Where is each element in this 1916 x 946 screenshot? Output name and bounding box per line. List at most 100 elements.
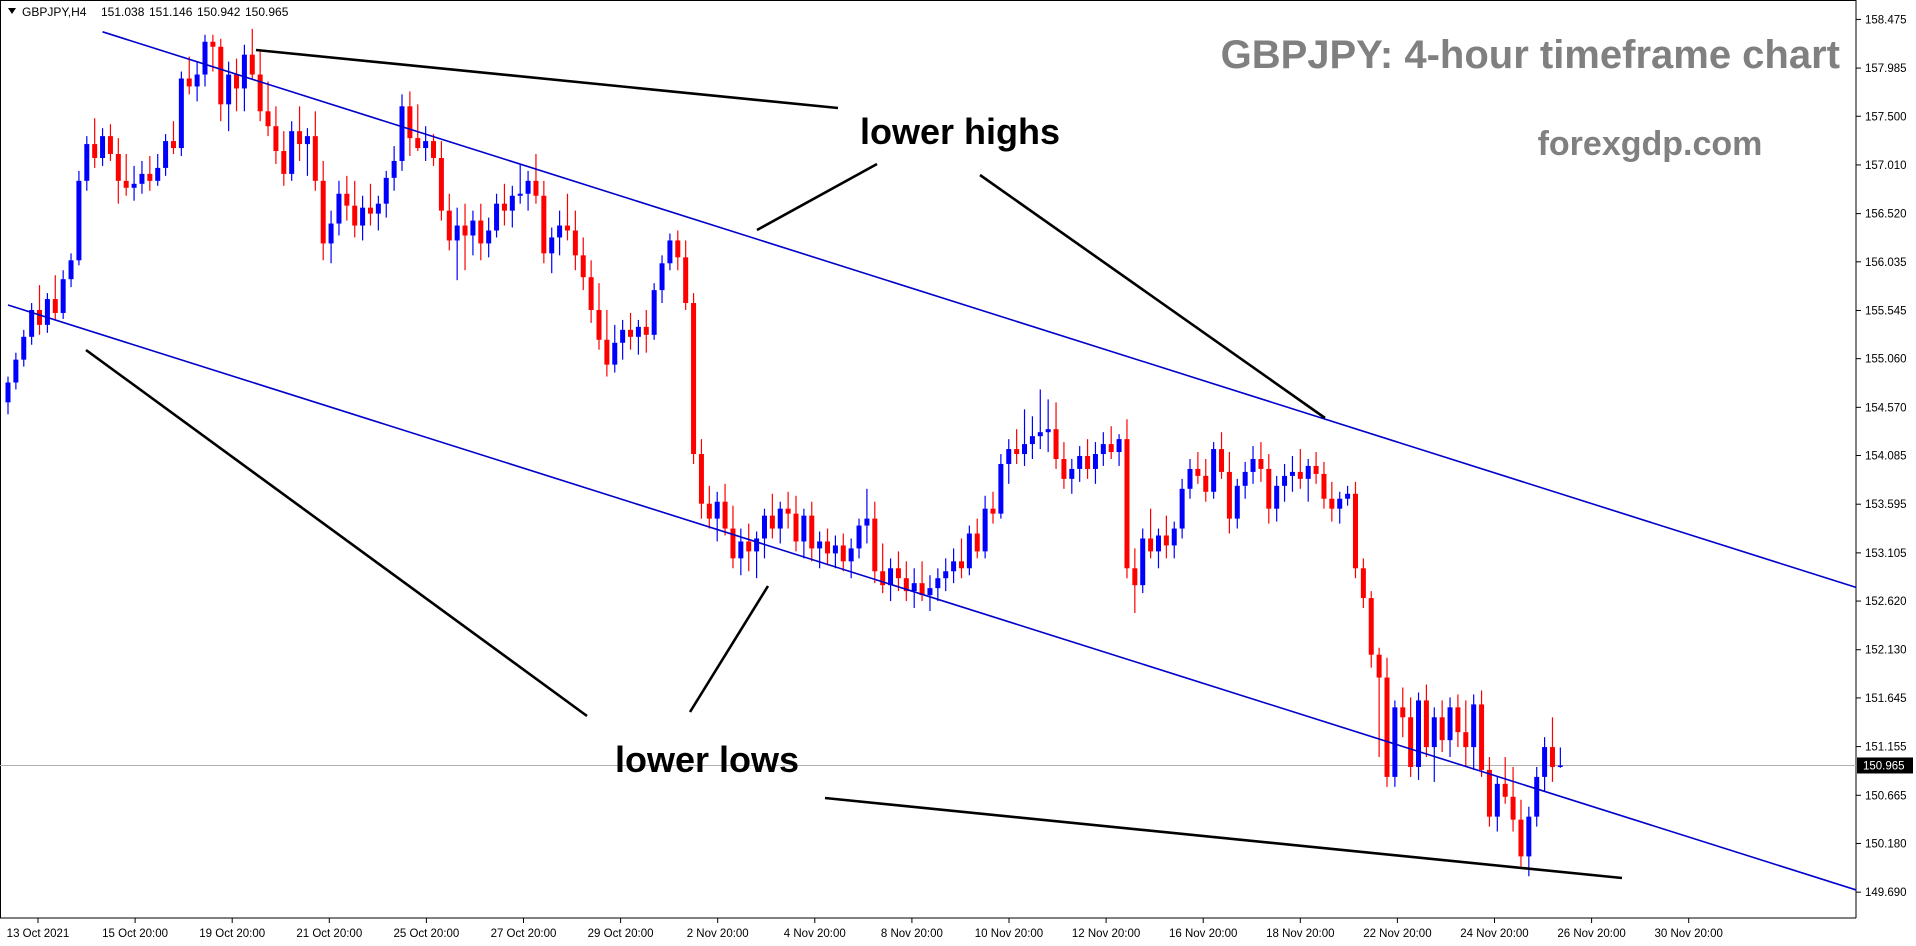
candle	[1455, 694, 1461, 748]
candle	[186, 56, 192, 95]
candle-body	[1108, 444, 1114, 453]
x-tick-label: 4 Nov 20:00	[784, 928, 846, 940]
candle-body	[1282, 475, 1288, 486]
candle	[943, 558, 949, 592]
candle	[840, 533, 846, 572]
candle	[1242, 461, 1248, 499]
candle	[1029, 416, 1035, 459]
candle-body	[903, 578, 909, 592]
candle	[226, 61, 232, 132]
candle-body	[281, 151, 287, 174]
candle-body	[320, 180, 326, 244]
candle-body	[746, 541, 752, 552]
x-tick-label: 13 Oct 2021	[7, 928, 70, 940]
candle-body	[407, 106, 413, 139]
candle	[1234, 478, 1240, 529]
candle-body	[486, 230, 492, 244]
candle-body	[880, 571, 886, 586]
candle-body	[856, 525, 862, 549]
candle	[667, 233, 673, 271]
candle	[486, 217, 492, 258]
candle-body	[107, 136, 113, 155]
candle-body	[1029, 436, 1035, 445]
candle-body	[572, 230, 578, 256]
x-tick-label: 15 Oct 20:00	[102, 928, 168, 940]
candle-body	[620, 329, 626, 343]
candle	[785, 491, 791, 529]
candle-body	[1179, 488, 1185, 529]
candle	[281, 131, 287, 186]
candle	[1297, 449, 1303, 489]
candle	[163, 134, 169, 176]
candle-body	[525, 180, 531, 194]
candle-body	[769, 515, 775, 529]
candle-body	[194, 74, 200, 87]
candle-body	[391, 160, 397, 178]
candle	[1329, 481, 1335, 522]
candle-body	[1321, 473, 1327, 499]
candle-body	[226, 74, 232, 105]
candle-body	[848, 548, 854, 562]
candle-body	[1557, 765, 1563, 767]
candle	[801, 508, 807, 559]
lower-highs-pointer-1	[255, 48, 839, 110]
candle	[170, 121, 176, 155]
candle-body	[44, 299, 50, 325]
symbol-dropdown-icon[interactable]	[8, 8, 16, 14]
candle	[1494, 776, 1500, 832]
y-tick-label: 155.060	[1865, 354, 1907, 366]
candle-body	[706, 503, 712, 519]
candle	[312, 111, 318, 191]
candle	[1416, 692, 1422, 780]
candle-body	[1061, 459, 1067, 479]
x-tick-label: 18 Nov 20:00	[1266, 928, 1334, 940]
candle	[517, 163, 523, 204]
candle-body	[1345, 493, 1351, 499]
candle-body	[1077, 456, 1083, 469]
candle-body	[1100, 444, 1106, 455]
candle	[620, 319, 626, 360]
candle	[234, 58, 240, 112]
candle-body	[5, 382, 11, 403]
candle	[793, 495, 799, 552]
candle-body	[297, 131, 303, 145]
candle	[1557, 747, 1563, 768]
candle-body	[446, 210, 452, 241]
y-tick-label: 153.105	[1865, 548, 1907, 560]
candle-body	[501, 203, 507, 211]
y-tick-label: 157.985	[1865, 63, 1907, 75]
candle-body	[1313, 465, 1319, 474]
candle-body	[1226, 471, 1232, 519]
candle	[1266, 454, 1272, 524]
candle-body	[454, 225, 460, 241]
candle-body	[509, 195, 515, 211]
candle-body	[919, 583, 925, 596]
candle-body	[21, 336, 27, 360]
candle	[872, 501, 878, 584]
candle-body	[580, 255, 586, 278]
y-tick-label: 156.520	[1865, 209, 1907, 221]
current-price-label: 150.965	[1863, 760, 1905, 772]
candle-body	[935, 578, 941, 589]
candle	[880, 543, 886, 594]
candle	[210, 34, 216, 72]
candle	[1045, 399, 1051, 453]
x-tick-label: 2 Nov 20:00	[687, 928, 749, 940]
candle	[1061, 442, 1067, 489]
x-tick-label: 24 Nov 20:00	[1460, 928, 1528, 940]
candle	[60, 270, 66, 319]
y-tick-label: 151.155	[1865, 742, 1907, 754]
candle	[730, 505, 736, 569]
candle-body	[1447, 707, 1453, 741]
candle-body	[1045, 429, 1051, 433]
candle-body	[549, 237, 555, 254]
candle-body	[494, 203, 500, 231]
candle	[273, 106, 279, 164]
candle	[1077, 446, 1083, 482]
candle-body	[1408, 717, 1414, 767]
candle-body	[864, 518, 870, 526]
candle	[1132, 548, 1138, 613]
candle	[257, 51, 263, 122]
candle-body	[517, 193, 523, 196]
candle-body	[1289, 471, 1295, 476]
